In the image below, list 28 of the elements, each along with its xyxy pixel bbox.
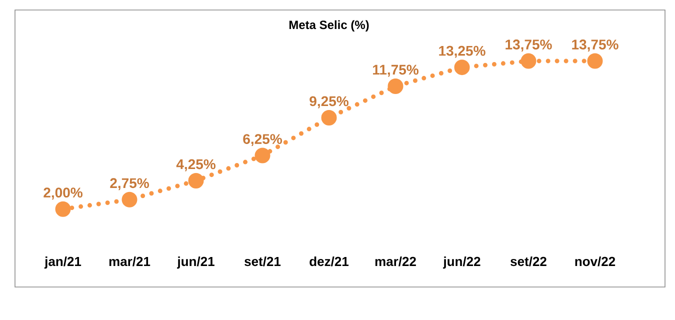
data-label: 9,25% [310,96,348,108]
x-tick-label: mar/22 [375,256,416,266]
x-tick-label: jun/22 [443,256,480,269]
x-tick-label: nov/22 [575,256,616,266]
data-label: 11,75% [373,64,418,77]
data-label: 13,25% [439,46,486,58]
point [388,78,404,94]
x-tick-label: dez/21 [310,256,349,266]
data-label: 6,25% [243,134,282,146]
point [55,201,71,217]
x-tick-label: set/22 [510,256,546,266]
point [587,53,603,69]
data-label: 4,25% [176,159,216,172]
x-tick-label: set/21 [244,256,281,266]
data-label: 13,75% [572,40,618,52]
chart-title: Meta Selic (%) [289,20,369,32]
data-label: 13,75% [506,40,552,52]
x-tick-label: jun/21 [177,256,214,269]
point [188,172,204,188]
x-tick-label: mar/21 [109,256,150,266]
data-label: 2,75% [110,178,149,190]
data-label: 2,00% [44,188,82,200]
point [254,148,270,164]
point [520,53,536,69]
x-tick-label: jan/21 [44,256,82,269]
point [321,110,337,126]
point [122,192,138,208]
point [454,60,470,76]
